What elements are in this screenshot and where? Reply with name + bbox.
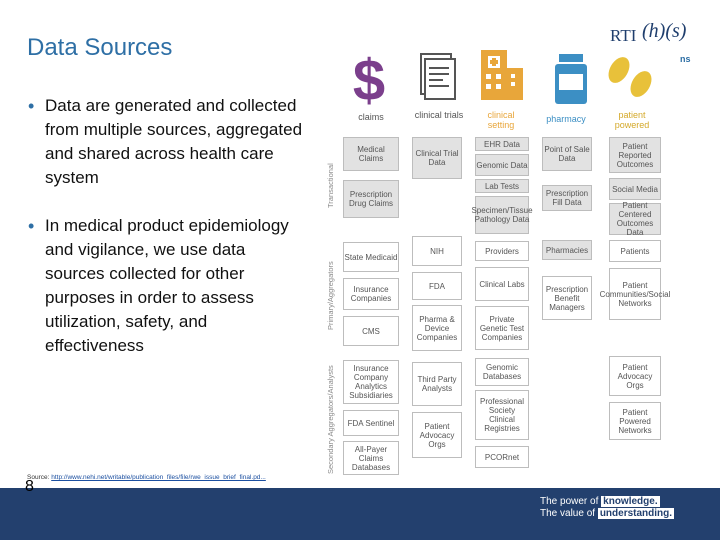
cell-all-payer-claims: All-Payer Claims Databases	[343, 441, 399, 475]
bullet-dot-icon: •	[28, 96, 35, 116]
column-header-pharmacy: pharmacy	[546, 114, 586, 124]
cell-specimen-pathology: Specimen/Tissue Pathology Data	[471, 196, 533, 234]
tagline: The power of knowledge. The value of und…	[540, 496, 675, 520]
cell-fda: FDA	[412, 272, 462, 300]
column-header-clinical-setting: clinical setting	[487, 110, 515, 130]
cell-private-genetic: Private Genetic Test Companies	[475, 306, 529, 350]
cell-patient-advocacy-trials: Patient Advocacy Orgs	[412, 412, 462, 458]
cell-medical-claims: Medical Claims	[343, 137, 399, 171]
tagline-prefix-2: The value of	[540, 508, 596, 519]
bullet-item: • Data are generated and collected from …	[28, 94, 308, 190]
cell-clinical-labs: Clinical Labs	[475, 267, 529, 301]
dollar-icon: $	[353, 48, 385, 106]
side-label-primary: Primary/Aggregators	[326, 261, 335, 331]
cell-third-party: Third Party Analysts	[412, 362, 462, 406]
source-link[interactable]: http://www.nehi.net/writable/publication…	[51, 474, 266, 481]
logo-suffix-text: ns	[680, 54, 691, 64]
cell-patient-communities: Patient Communities/Social Networks	[600, 268, 670, 320]
rti-logo: RTI (h)(s) ns	[602, 14, 702, 66]
cell-prescription-fill: Prescription Fill Data	[542, 185, 592, 211]
cell-pharma-device: Pharma & Device Companies	[412, 305, 462, 351]
document-icon	[420, 53, 456, 100]
cell-cms: CMS	[343, 316, 399, 346]
cell-ehr-data: EHR Data	[475, 137, 529, 151]
cell-professional-registries: Professional Society Clinical Registries	[475, 390, 529, 440]
data-sources-diagram: $ claims	[316, 40, 686, 480]
slide-title: Data Sources	[27, 34, 173, 61]
bullet-text: Data are generated and collected from mu…	[45, 96, 303, 187]
bullet-list: • Data are generated and collected from …	[28, 94, 308, 380]
source-label: Source:	[27, 474, 50, 481]
cell-state-medicaid: State Medicaid	[343, 242, 399, 272]
cell-lab-tests: Lab Tests	[475, 179, 529, 193]
side-label-secondary: Secondary Aggregators/Analysts	[326, 365, 335, 475]
cell-social-media: Social Media	[609, 178, 661, 200]
cell-prescription-drug-claims: Prescription Drug Claims	[343, 180, 399, 218]
tagline-bold-1: knowledge.	[601, 496, 660, 507]
pill-bottle-icon	[555, 54, 587, 104]
footprints-icon	[608, 57, 652, 97]
tagline-line-2: The value of understanding.	[540, 508, 675, 520]
cell-point-of-sale: Point of Sale Data	[542, 137, 592, 171]
column-header-patient-powered: patient powered	[614, 110, 650, 130]
bullet-item: • In medical product epidemiology and vi…	[28, 214, 308, 358]
logo-rti-text: RTI	[610, 26, 637, 45]
cell-fda-sentinel: FDA Sentinel	[343, 410, 399, 436]
cell-clinical-trial-data: Clinical Trial Data	[412, 137, 462, 179]
cell-pbm: Prescription Benefit Managers	[542, 276, 592, 320]
bullet-dot-icon: •	[28, 216, 35, 236]
column-header-clinical-trials: clinical trials	[414, 110, 464, 120]
side-label-transactional: Transactional	[326, 163, 335, 209]
column-header-claims: claims	[358, 112, 384, 122]
tagline-bold-2: understanding.	[597, 508, 675, 519]
cell-patient-powered-networks: Patient Powered Networks	[609, 402, 661, 440]
tagline-prefix-1: The power of	[540, 496, 599, 507]
cell-providers: Providers	[475, 241, 529, 261]
cell-patient-centered-outcomes: Patient Centered Outcomes Data	[609, 201, 661, 237]
source-citation: Source: http://www.nehi.net/writable/pub…	[27, 474, 266, 481]
page-number: 8	[25, 478, 34, 495]
cell-insurance-companies: Insurance Companies	[343, 278, 399, 310]
cell-nih: NIH	[412, 236, 462, 266]
cell-genomic-databases: Genomic Databases	[475, 358, 529, 386]
hospital-icon	[481, 50, 523, 100]
cell-insurance-analytics: Insurance Company Analytics Subsidiaries	[343, 360, 399, 404]
tagline-line-1: The power of knowledge.	[540, 496, 674, 508]
cell-patient-reported-outcomes: Patient Reported Outcomes	[609, 137, 661, 173]
cell-pcornet: PCORnet	[475, 446, 529, 468]
logo-hs-text: (h)(s)	[642, 20, 687, 42]
svg-text:$: $	[353, 48, 385, 106]
cell-pharmacies: Pharmacies	[542, 240, 592, 260]
cell-genomic-data: Genomic Data	[475, 154, 529, 176]
cell-patient-advocacy-orgs: Patient Advocacy Orgs	[609, 356, 661, 396]
bullet-text: In medical product epidemiology and vigi…	[45, 216, 289, 355]
cell-patients: Patients	[609, 240, 661, 262]
